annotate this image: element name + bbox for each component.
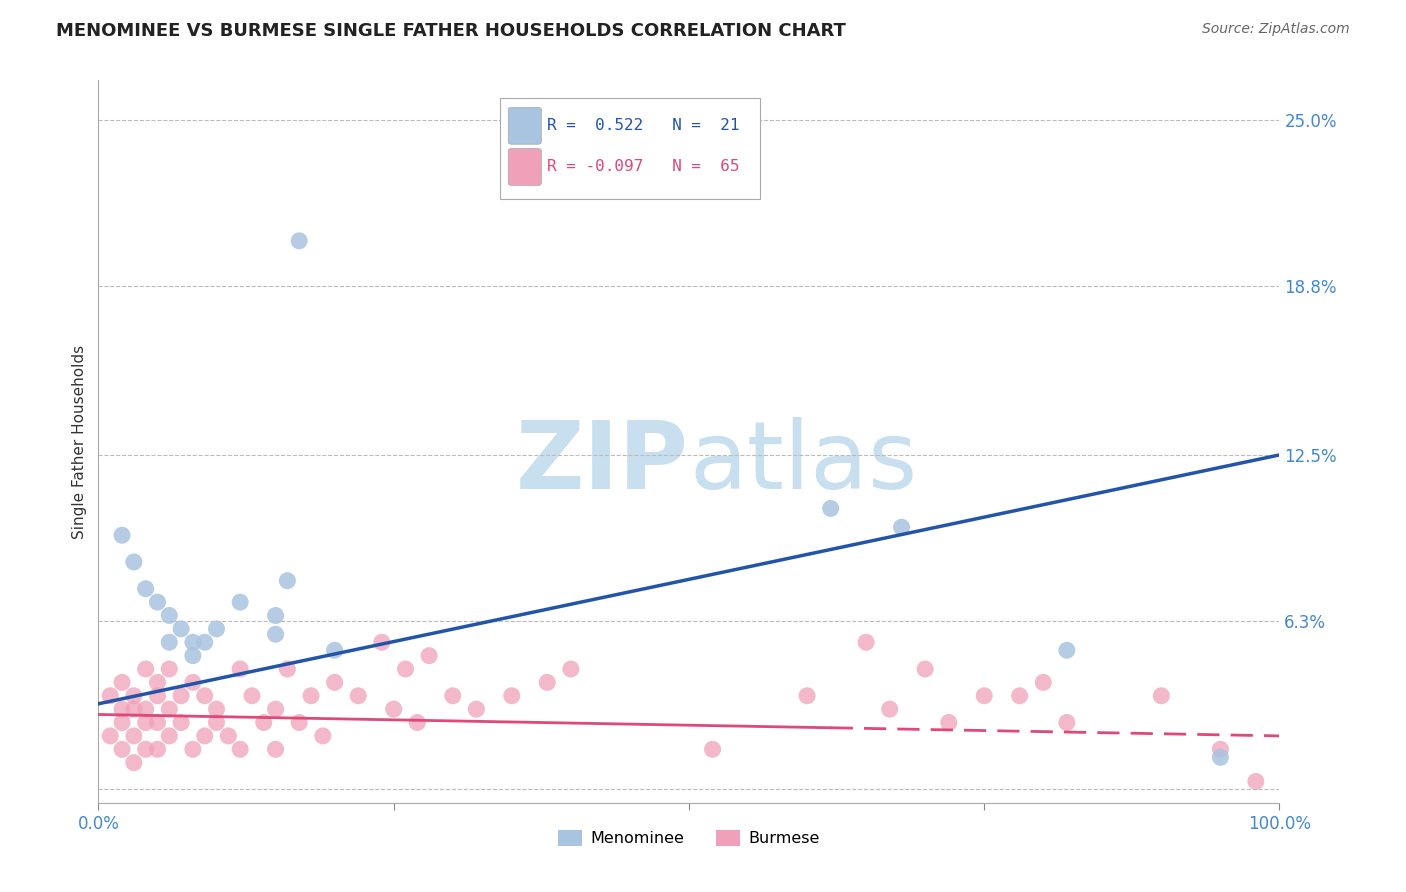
- Point: [1008, 689, 1031, 703]
- Point: [371, 635, 394, 649]
- Point: [1150, 689, 1173, 703]
- Point: [146, 715, 169, 730]
- Point: [418, 648, 440, 663]
- Point: [1032, 675, 1054, 690]
- Point: [382, 702, 405, 716]
- Point: [194, 689, 217, 703]
- Point: [135, 582, 157, 596]
- Point: [98, 729, 121, 743]
- Point: [170, 689, 193, 703]
- Point: [1244, 774, 1267, 789]
- Point: [323, 675, 346, 690]
- Point: [194, 635, 217, 649]
- Point: [111, 702, 134, 716]
- Legend: Menominee, Burmese: Menominee, Burmese: [553, 823, 825, 853]
- Point: [1056, 643, 1078, 657]
- FancyBboxPatch shape: [501, 98, 759, 200]
- Point: [441, 689, 464, 703]
- Point: [796, 689, 818, 703]
- Point: [312, 729, 335, 743]
- Point: [122, 555, 145, 569]
- Text: atlas: atlas: [689, 417, 917, 509]
- Point: [157, 702, 180, 716]
- Point: [122, 702, 145, 716]
- Point: [1209, 750, 1232, 764]
- Point: [157, 662, 180, 676]
- Point: [194, 729, 217, 743]
- Point: [253, 715, 276, 730]
- Point: [146, 689, 169, 703]
- Point: [229, 662, 252, 676]
- Point: [146, 675, 169, 690]
- Point: [465, 702, 488, 716]
- Point: [157, 635, 180, 649]
- Point: [1056, 715, 1078, 730]
- Point: [229, 742, 252, 756]
- Point: [347, 689, 370, 703]
- Point: [702, 742, 724, 756]
- Point: [288, 715, 311, 730]
- Point: [170, 622, 193, 636]
- Point: [181, 675, 204, 690]
- Point: [157, 729, 180, 743]
- Point: [276, 662, 298, 676]
- Point: [205, 622, 228, 636]
- Point: [146, 595, 169, 609]
- Point: [170, 715, 193, 730]
- Point: [111, 715, 134, 730]
- Point: [276, 574, 298, 588]
- Point: [536, 675, 558, 690]
- Point: [890, 520, 912, 534]
- Point: [157, 608, 180, 623]
- Text: MENOMINEE VS BURMESE SINGLE FATHER HOUSEHOLDS CORRELATION CHART: MENOMINEE VS BURMESE SINGLE FATHER HOUSE…: [56, 22, 846, 40]
- Point: [205, 715, 228, 730]
- Point: [855, 635, 877, 649]
- Text: Source: ZipAtlas.com: Source: ZipAtlas.com: [1202, 22, 1350, 37]
- Text: R = -0.097   N =  65: R = -0.097 N = 65: [547, 160, 740, 175]
- Point: [560, 662, 582, 676]
- Point: [122, 756, 145, 770]
- FancyBboxPatch shape: [508, 107, 541, 145]
- Point: [264, 742, 287, 756]
- Point: [181, 648, 204, 663]
- Point: [406, 715, 429, 730]
- Point: [122, 729, 145, 743]
- Point: [135, 715, 157, 730]
- Point: [323, 643, 346, 657]
- Point: [394, 662, 416, 676]
- Point: [146, 742, 169, 756]
- Point: [98, 689, 121, 703]
- Point: [135, 702, 157, 716]
- Point: [973, 689, 995, 703]
- Point: [879, 702, 901, 716]
- Point: [820, 501, 842, 516]
- Point: [240, 689, 263, 703]
- FancyBboxPatch shape: [508, 149, 541, 186]
- Point: [264, 702, 287, 716]
- Point: [938, 715, 960, 730]
- Point: [205, 702, 228, 716]
- Point: [229, 595, 252, 609]
- Point: [299, 689, 322, 703]
- Point: [135, 662, 157, 676]
- Text: R =  0.522   N =  21: R = 0.522 N = 21: [547, 119, 740, 133]
- Text: ZIP: ZIP: [516, 417, 689, 509]
- Point: [288, 234, 311, 248]
- Point: [914, 662, 936, 676]
- Point: [122, 689, 145, 703]
- Point: [264, 608, 287, 623]
- Point: [135, 742, 157, 756]
- Point: [111, 528, 134, 542]
- Point: [501, 689, 523, 703]
- Point: [217, 729, 239, 743]
- Point: [1209, 742, 1232, 756]
- Point: [264, 627, 287, 641]
- Y-axis label: Single Father Households: Single Father Households: [72, 344, 87, 539]
- Point: [111, 742, 134, 756]
- Point: [181, 742, 204, 756]
- Point: [181, 635, 204, 649]
- Point: [111, 675, 134, 690]
